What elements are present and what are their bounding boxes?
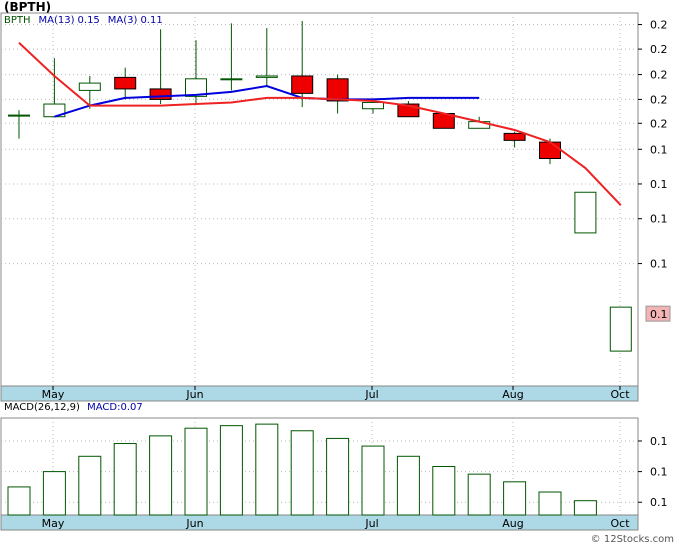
price-tick-label: 0.2: [650, 93, 668, 106]
candle-body: [78, 82, 101, 91]
date-label: May: [42, 388, 65, 401]
candle-body: [574, 191, 597, 234]
price-tick-label: 0.1: [650, 213, 668, 226]
ma13-line: [54, 84, 480, 118]
macd-bar: [7, 486, 31, 516]
macd-bar: [361, 445, 385, 516]
candle-body: [362, 101, 384, 110]
macd-bar: [573, 500, 597, 516]
candle-body: [220, 78, 243, 81]
price-tick-label: 0.1: [650, 178, 668, 191]
candle-body: [291, 75, 314, 94]
candle-body: [114, 76, 137, 90]
macd-date-label: Oct: [610, 517, 630, 530]
macd-bar: [467, 473, 491, 516]
candle-body: [8, 114, 30, 117]
ticker-title: (BPTH): [4, 0, 52, 14]
macd-date-label: May: [42, 517, 65, 530]
macd-bar: [538, 491, 562, 516]
candle-body: [539, 141, 561, 160]
date-label: Aug: [502, 388, 523, 401]
price-tick-label: 0.1: [650, 258, 668, 271]
macd-bar: [326, 437, 350, 516]
macd-tick-label: 0.1: [650, 435, 668, 448]
macd-date-label: Jun: [185, 517, 203, 530]
date-label: Jul: [364, 388, 378, 401]
macd-value-label: MACD:0.07: [87, 402, 143, 413]
price-legend: BPTH MA(13) 0.15 MA(3) 0.11: [4, 15, 171, 26]
last-price-box: [645, 305, 671, 322]
macd-date-label: Jul: [364, 517, 378, 530]
candle-body: [185, 78, 207, 97]
legend-ma3-label: MA(3): [107, 15, 138, 26]
legend-ma13-value: 0.15: [77, 15, 100, 26]
macd-bar: [255, 423, 279, 516]
macd-bar: [219, 425, 243, 516]
macd-date-strip: [0, 514, 639, 531]
macd-legend: MACD(26,12,9) MACD:0.07: [4, 402, 147, 413]
macd-panel: [0, 417, 639, 516]
last-price-label: 0.1: [650, 308, 668, 321]
candle-body: [326, 78, 349, 102]
macd-tick-label: 0.1: [650, 466, 668, 479]
ma3-line: [18, 42, 622, 206]
macd-bar: [184, 427, 208, 516]
macd-bar: [396, 455, 420, 516]
macd-bar: [149, 435, 173, 516]
legend-ma13-label: MA(13): [38, 15, 75, 26]
price-date-strip: [0, 385, 639, 402]
legend-ma3-value: 0.11: [140, 15, 163, 26]
macd-label: MACD(26,12,9): [4, 402, 80, 413]
footer-copyright: © 12Stocks.com: [590, 534, 674, 545]
price-tick-label: 0.2: [650, 69, 668, 82]
macd-date-label: Aug: [502, 517, 523, 530]
price-tick-label: 0.2: [650, 43, 668, 56]
macd-bar: [78, 455, 102, 516]
candle-body: [149, 88, 172, 100]
date-label: Jun: [185, 388, 203, 401]
candle-body: [255, 75, 278, 78]
price-tick-label: 0.1: [650, 143, 668, 156]
price-tick-label: 0.2: [650, 19, 668, 32]
date-label: Oct: [610, 388, 630, 401]
price-panel: [0, 12, 639, 387]
macd-bar: [42, 471, 66, 516]
macd-tick-label: 0.1: [650, 496, 668, 509]
candle-body: [609, 306, 632, 352]
macd-bar: [290, 430, 314, 516]
macd-bar: [503, 481, 527, 516]
legend-symbol: BPTH: [4, 15, 31, 26]
macd-bar: [113, 443, 137, 516]
candle-body: [503, 132, 526, 141]
macd-bar: [432, 466, 456, 516]
price-tick-label: 0.2: [650, 117, 668, 130]
